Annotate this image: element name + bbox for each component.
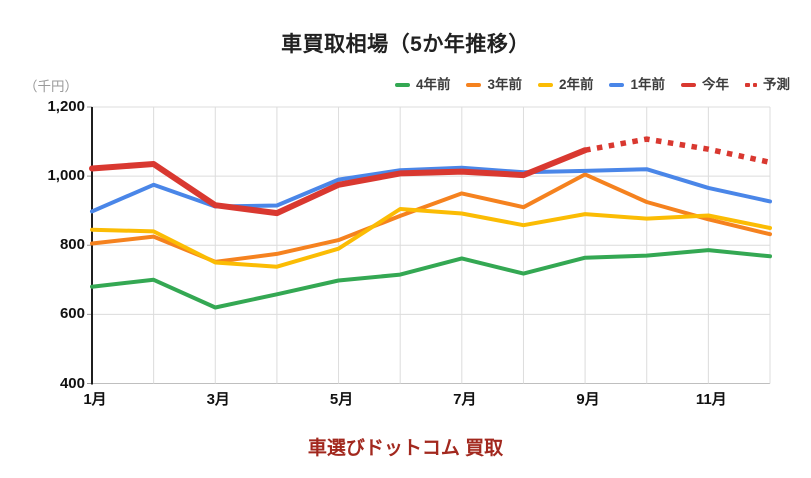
legend-swatch [394,82,410,88]
legend-item: 2年前 [537,77,594,93]
x-axis-label: 11月 [695,391,727,408]
legend-swatch-dotted [745,82,757,88]
legend-swatch [609,82,625,88]
legend-swatch-dot [745,82,750,88]
line-2-years-ago [90,207,772,269]
line-this-year [89,147,589,217]
legend-item: 3年前 [466,77,522,93]
legend-item: 今年 [681,77,729,93]
legend-swatch-dot [752,82,757,88]
footer-brand: 車選びドットコム 買取 [307,438,504,459]
legend: 4年前 3年前 2年前 1年前 今年 予測 [394,77,790,93]
legend-label: 4年前 [415,77,451,92]
y-axis-label: 400 [59,374,85,392]
line-4-years-ago [90,248,772,310]
y-axis-label: 600 [59,305,85,323]
chart-title: 車買取相場（5か年推移） [281,33,530,56]
x-axis-label: 7月 [453,391,477,408]
legend-label: 今年 [702,77,729,92]
line-1-year-ago [90,165,772,214]
y-axis-unit-label: （千円） [24,79,78,94]
legend-item: 1年前 [609,77,665,93]
legend-label: 3年前 [487,77,522,92]
x-axis-label: 9月 [576,391,600,408]
y-axis-label: 1,000 [47,167,85,185]
legend-label: 予測 [763,77,790,92]
legend-swatch [466,82,482,88]
line-forecast [584,136,771,165]
x-axis-label: 5月 [329,391,354,408]
y-axis-label: 1,200 [47,98,85,115]
legend-item: 4年前 [394,77,451,93]
legend-item: 予測 [745,77,790,93]
x-axis-label: 3月 [206,391,230,408]
legend-label: 1年前 [630,77,665,92]
y-axis-label: 800 [59,236,85,254]
legend-label: 2年前 [558,77,594,92]
x-axis-label: 1月 [83,391,107,408]
legend-swatch [681,82,696,88]
legend-swatch [537,82,553,88]
